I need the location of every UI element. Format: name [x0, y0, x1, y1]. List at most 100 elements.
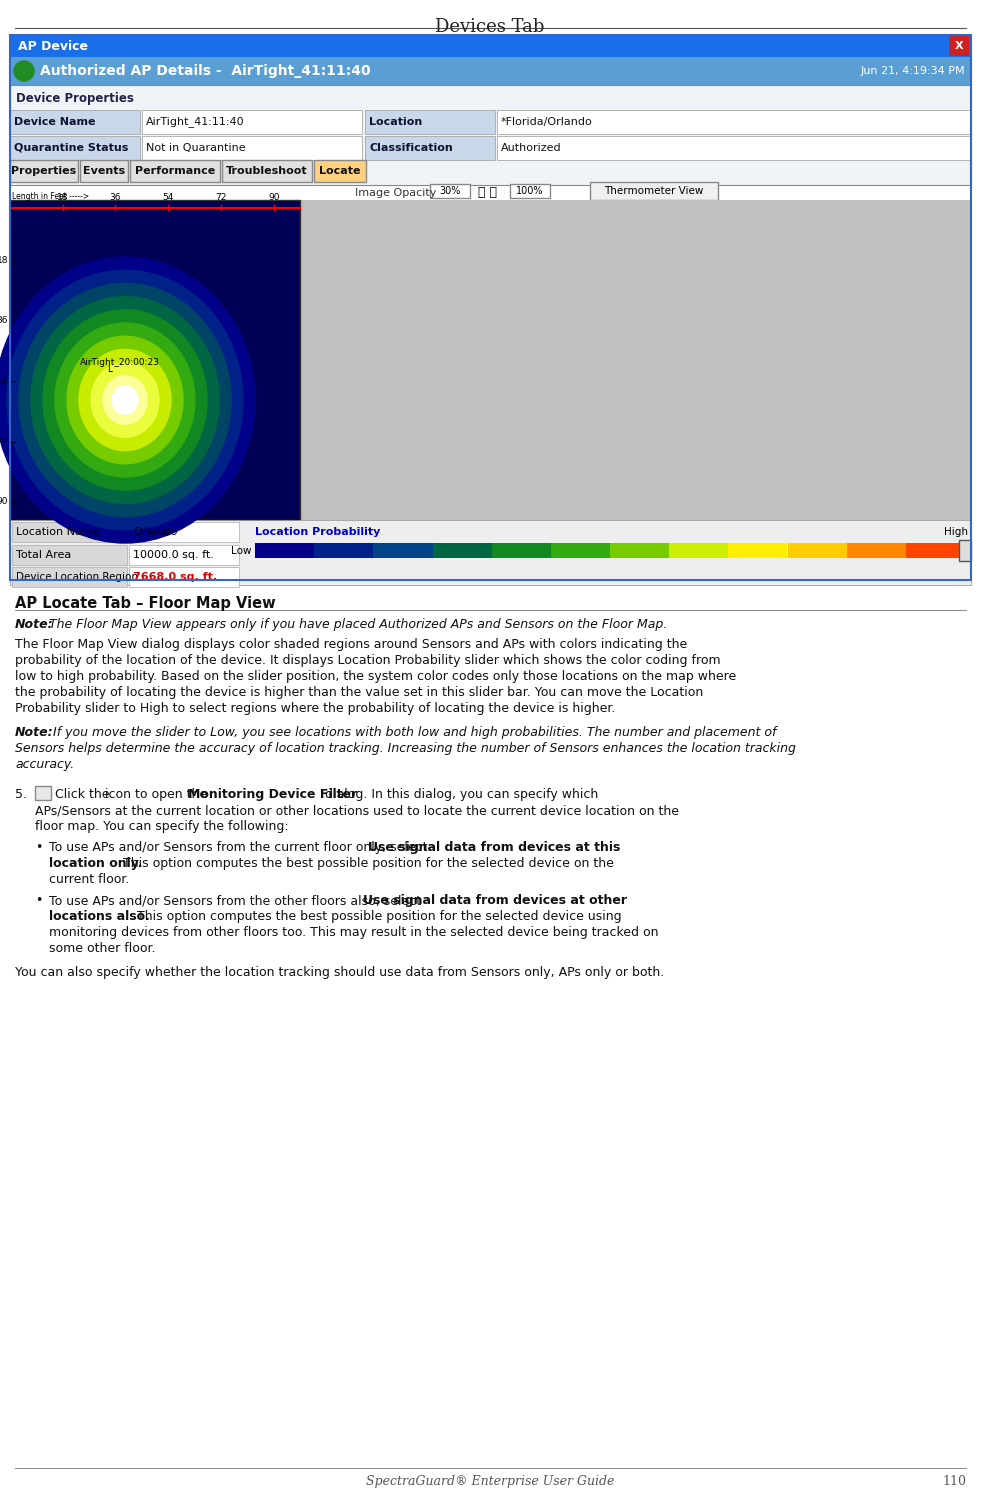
- Text: Orlando: Orlando: [133, 527, 178, 537]
- Text: dialog. In this dialog, you can specify which: dialog. In this dialog, you can specify …: [325, 788, 598, 802]
- FancyBboxPatch shape: [12, 567, 127, 587]
- Text: Jun 21, 4:19:34 PM: Jun 21, 4:19:34 PM: [860, 66, 965, 76]
- Text: AirTight_41:11:40: AirTight_41:11:40: [146, 116, 244, 127]
- Text: 5.: 5.: [15, 788, 27, 802]
- Text: •: •: [35, 894, 42, 908]
- FancyBboxPatch shape: [959, 540, 971, 561]
- Text: Device Name: Device Name: [14, 116, 95, 127]
- Text: If you move the slider to Low, you see locations with both low and high probabil: If you move the slider to Low, you see l…: [49, 726, 776, 739]
- Text: 7668.0 sq. ft.: 7668.0 sq. ft.: [133, 572, 217, 582]
- FancyBboxPatch shape: [847, 543, 905, 558]
- Text: 10000.0 sq. ft.: 10000.0 sq. ft.: [133, 549, 214, 560]
- Ellipse shape: [19, 284, 231, 517]
- FancyBboxPatch shape: [314, 543, 374, 558]
- FancyBboxPatch shape: [365, 110, 495, 134]
- Text: 18: 18: [57, 193, 69, 202]
- Text: 18: 18: [0, 255, 8, 264]
- Text: AP Device: AP Device: [18, 39, 88, 52]
- FancyBboxPatch shape: [142, 110, 362, 134]
- FancyBboxPatch shape: [949, 36, 969, 57]
- Ellipse shape: [67, 336, 183, 464]
- Ellipse shape: [31, 297, 219, 503]
- Text: accuracy.: accuracy.: [15, 758, 75, 770]
- Text: some other floor.: some other floor.: [49, 942, 156, 956]
- Text: AP Locate Tab – Floor Map View: AP Locate Tab – Floor Map View: [15, 596, 276, 611]
- Text: Click the: Click the: [55, 788, 110, 802]
- Text: •: •: [35, 841, 42, 854]
- Text: monitoring devices from other floors too. This may result in the selected device: monitoring devices from other floors too…: [49, 926, 658, 939]
- FancyBboxPatch shape: [10, 200, 300, 520]
- Text: 90: 90: [268, 193, 280, 202]
- FancyBboxPatch shape: [10, 34, 971, 57]
- Text: Use signal data from devices at this: Use signal data from devices at this: [368, 841, 620, 854]
- Text: 72: 72: [0, 437, 8, 446]
- FancyBboxPatch shape: [497, 110, 971, 134]
- Text: 30%: 30%: [439, 187, 461, 196]
- FancyBboxPatch shape: [129, 545, 239, 564]
- Text: The Floor Map View dialog displays color shaded regions around Sensors and APs w: The Floor Map View dialog displays color…: [15, 638, 688, 651]
- Text: Quarantine Status: Quarantine Status: [14, 143, 129, 152]
- FancyBboxPatch shape: [12, 545, 127, 564]
- Ellipse shape: [7, 270, 243, 530]
- Text: Length in Feet ----->: Length in Feet ----->: [12, 193, 89, 202]
- Text: Note:: Note:: [15, 726, 54, 739]
- Text: Monitoring Device Filter: Monitoring Device Filter: [188, 788, 357, 802]
- Text: This option computes the best possible position for the selected device on the: This option computes the best possible p…: [123, 857, 614, 870]
- FancyBboxPatch shape: [129, 567, 239, 587]
- Text: The Floor Map View appears only if you have placed Authorized APs and Sensors on: The Floor Map View appears only if you h…: [49, 618, 667, 632]
- Text: the probability of locating the device is higher than the value set in this slid: the probability of locating the device i…: [15, 685, 703, 699]
- Text: Low: Low: [232, 545, 252, 555]
- Ellipse shape: [91, 363, 159, 437]
- Text: 110: 110: [942, 1475, 966, 1489]
- FancyBboxPatch shape: [12, 523, 127, 542]
- Text: 36: 36: [0, 317, 8, 325]
- Text: To use APs and/or Sensors from the other floors also, select: To use APs and/or Sensors from the other…: [49, 894, 421, 908]
- Text: Image Opacity: Image Opacity: [355, 188, 437, 199]
- FancyBboxPatch shape: [610, 543, 669, 558]
- Text: Thermometer View: Thermometer View: [604, 187, 703, 196]
- Text: probability of the location of the device. It displays Location Probability slid: probability of the location of the devic…: [15, 654, 721, 667]
- FancyBboxPatch shape: [10, 110, 140, 134]
- Text: Location Name: Location Name: [16, 527, 100, 537]
- Text: Location: Location: [369, 116, 422, 127]
- Circle shape: [14, 61, 34, 81]
- Text: Authorized: Authorized: [501, 143, 562, 152]
- FancyBboxPatch shape: [491, 543, 551, 558]
- Text: 54: 54: [0, 376, 8, 385]
- Text: High: High: [944, 527, 968, 537]
- Text: 🔍 🔍: 🔍 🔍: [478, 187, 497, 200]
- Text: Classification: Classification: [369, 143, 453, 152]
- FancyBboxPatch shape: [129, 523, 239, 542]
- Text: Use signal data from devices at other: Use signal data from devices at other: [363, 894, 627, 908]
- Text: 36: 36: [110, 193, 122, 202]
- Text: This option computes the best possible position for the selected device using: This option computes the best possible p…: [137, 911, 622, 923]
- FancyBboxPatch shape: [10, 136, 140, 160]
- FancyBboxPatch shape: [433, 543, 491, 558]
- Text: Note:: Note:: [15, 618, 54, 632]
- Text: Locate: Locate: [319, 166, 361, 176]
- Ellipse shape: [55, 322, 195, 476]
- FancyBboxPatch shape: [300, 200, 971, 520]
- FancyBboxPatch shape: [510, 184, 550, 199]
- FancyBboxPatch shape: [142, 136, 362, 160]
- Ellipse shape: [103, 376, 147, 424]
- FancyBboxPatch shape: [590, 182, 718, 200]
- FancyBboxPatch shape: [10, 57, 971, 85]
- Text: You can also specify whether the location tracking should use data from Sensors : You can also specify whether the locatio…: [15, 966, 664, 979]
- FancyBboxPatch shape: [80, 160, 128, 182]
- Text: Total Area: Total Area: [16, 549, 72, 560]
- Text: Sensors helps determine the accuracy of location tracking. Increasing the number: Sensors helps determine the accuracy of …: [15, 742, 796, 755]
- Text: 90: 90: [0, 497, 8, 506]
- FancyBboxPatch shape: [130, 160, 220, 182]
- Text: location only.: location only.: [49, 857, 142, 870]
- Text: Device Properties: Device Properties: [16, 93, 133, 105]
- Text: SpectraGuard® Enterprise User Guide: SpectraGuard® Enterprise User Guide: [366, 1475, 614, 1489]
- Text: Location Probability: Location Probability: [255, 527, 381, 537]
- Text: Events: Events: [83, 166, 125, 176]
- Text: Device Location Region: Device Location Region: [16, 572, 138, 582]
- FancyBboxPatch shape: [10, 520, 971, 585]
- Text: APs/Sensors at the current location or other locations used to locate the curren: APs/Sensors at the current location or o…: [35, 805, 679, 817]
- Text: 72: 72: [215, 193, 227, 202]
- Text: Authorized AP Details -  AirTight_41:11:40: Authorized AP Details - AirTight_41:11:4…: [40, 64, 371, 78]
- Ellipse shape: [0, 257, 255, 543]
